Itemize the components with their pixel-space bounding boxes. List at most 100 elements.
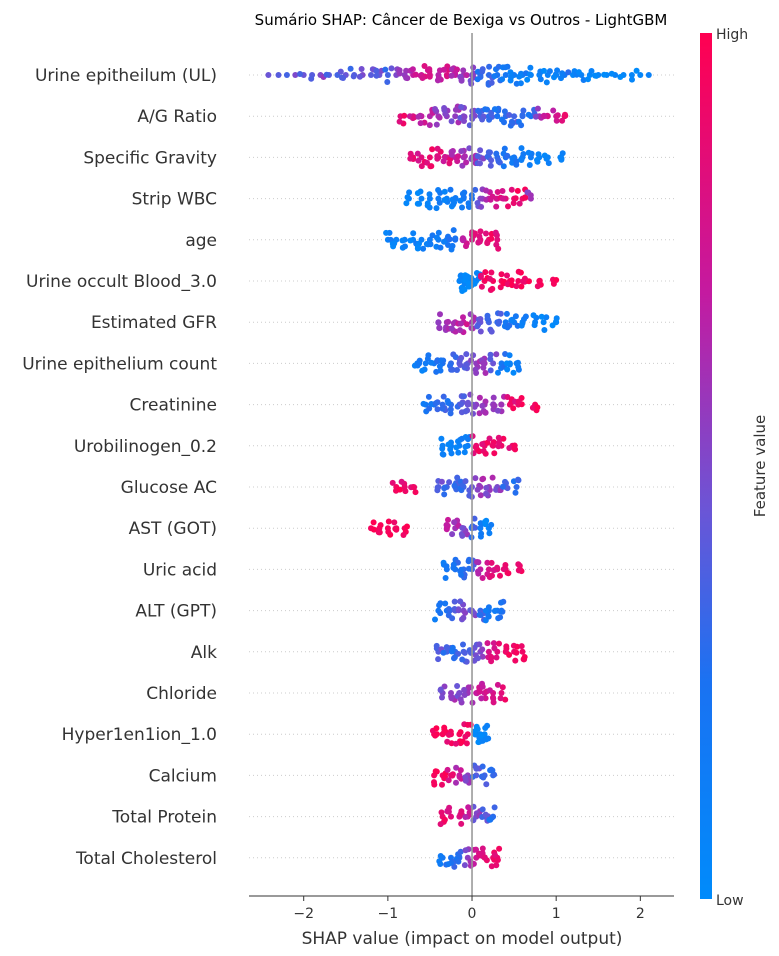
shap-point (565, 69, 572, 76)
shap-point (464, 721, 471, 728)
shap-point (512, 313, 519, 320)
feature-label: Glucose AC (121, 478, 217, 498)
shap-point (483, 781, 490, 788)
shap-point (478, 283, 485, 290)
feature-label: Creatinine (130, 396, 217, 416)
shap-point (545, 160, 552, 167)
shap-point (442, 575, 449, 581)
shap-point (543, 314, 550, 321)
shap-point (515, 476, 521, 483)
shap-point (474, 76, 481, 83)
shap-point (559, 70, 566, 77)
shap-point (485, 612, 492, 619)
shap-point (493, 150, 500, 157)
shap-point (432, 106, 438, 112)
shap-point (478, 732, 485, 739)
shap-point (440, 393, 447, 400)
shap-point (461, 692, 468, 698)
shap-point (637, 72, 644, 78)
shap-point (459, 525, 466, 531)
shap-point (440, 66, 447, 73)
shap-point (562, 111, 568, 118)
shap-point (628, 72, 635, 78)
shap-point (396, 486, 403, 493)
shap-point (465, 558, 472, 565)
shap-point (401, 112, 408, 119)
shap-point (454, 474, 461, 481)
shap-point (449, 771, 456, 778)
shap-point (483, 490, 489, 497)
shap-point (438, 478, 445, 485)
shap-point (383, 229, 390, 236)
shap-point (485, 149, 492, 156)
shap-point (505, 203, 511, 210)
shap-point (487, 275, 493, 282)
shap-point (473, 765, 480, 772)
shap-point (503, 310, 510, 317)
shap-point (508, 74, 514, 81)
colorbar (700, 33, 712, 899)
shap-point (488, 269, 495, 276)
shap-point (509, 155, 516, 162)
x-tick-label: 0 (468, 906, 477, 922)
shap-point (435, 656, 442, 663)
shap-point (477, 272, 484, 279)
shap-point (494, 564, 501, 571)
shap-point (479, 683, 486, 690)
shap-point (504, 152, 511, 159)
shap-point (493, 203, 500, 210)
shap-point (404, 523, 410, 530)
shap-point (412, 489, 419, 496)
shap-point (524, 76, 531, 83)
shap-point (439, 694, 445, 701)
shap-point (519, 648, 526, 655)
x-tick-label: −2 (293, 906, 314, 922)
shap-point (601, 71, 608, 78)
shap-point (425, 393, 432, 400)
shap-point (501, 145, 508, 152)
shap-point (519, 112, 526, 119)
shap-point (482, 518, 489, 525)
shap-point (463, 740, 470, 747)
shap-point (550, 107, 557, 114)
shap-point (454, 683, 461, 689)
shap-point (476, 688, 483, 695)
shap-point (459, 237, 466, 244)
shap-point (455, 119, 462, 126)
shap-point (525, 111, 532, 118)
shap-point (488, 521, 495, 528)
shap-point (462, 609, 469, 616)
shap-point (514, 187, 521, 194)
shap-point (526, 71, 533, 78)
shap-point (475, 239, 482, 245)
feature-label: Alk (191, 643, 217, 663)
shap-point (433, 645, 440, 652)
shap-point (449, 615, 456, 622)
shap-point (435, 74, 442, 81)
shap-point (375, 529, 382, 536)
shap-point (448, 813, 454, 820)
shap-point (477, 160, 483, 167)
shap-point (501, 108, 508, 115)
shap-point (440, 158, 447, 165)
shap-point (484, 640, 491, 647)
shap-point (432, 616, 438, 623)
shap-point (504, 324, 511, 331)
shap-point (434, 406, 441, 413)
shap-point (472, 731, 479, 738)
shap-point (407, 237, 414, 244)
shap-point (534, 105, 541, 112)
shap-point (403, 67, 410, 74)
shap-point (457, 729, 464, 736)
shap-point (522, 194, 529, 201)
shap-point (462, 478, 469, 485)
shap-point (437, 244, 444, 251)
shap-point (448, 325, 455, 332)
shap-point (450, 227, 457, 234)
shap-point (385, 528, 392, 535)
shap-point (358, 66, 365, 72)
shap-point (493, 654, 500, 661)
shap-point (445, 808, 452, 815)
shap-point (448, 450, 455, 457)
